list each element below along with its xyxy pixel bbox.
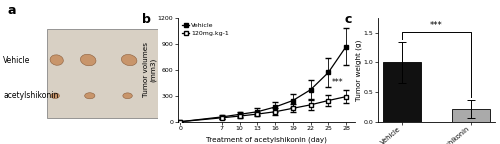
- Ellipse shape: [51, 93, 60, 98]
- Ellipse shape: [123, 93, 132, 99]
- Ellipse shape: [122, 54, 137, 66]
- Text: ***: ***: [332, 78, 343, 87]
- Text: b: b: [142, 13, 151, 26]
- Bar: [47, 29, 158, 118]
- Ellipse shape: [50, 55, 64, 65]
- Text: c: c: [344, 13, 352, 26]
- Text: a: a: [8, 4, 16, 17]
- Text: Vehicle: Vehicle: [3, 56, 30, 65]
- Text: ***: ***: [430, 21, 442, 30]
- Ellipse shape: [80, 54, 96, 66]
- Y-axis label: Tumor volumes
(mm3): Tumor volumes (mm3): [143, 42, 156, 97]
- Ellipse shape: [84, 93, 95, 99]
- X-axis label: Treatment of acetylshikonin (day): Treatment of acetylshikonin (day): [206, 136, 326, 143]
- Legend: Vehicle, 120mg.kg-1: Vehicle, 120mg.kg-1: [180, 21, 230, 37]
- Bar: [452, 109, 490, 122]
- Text: acetylshikonin: acetylshikonin: [3, 91, 58, 100]
- Y-axis label: Tumor weight (g): Tumor weight (g): [356, 39, 362, 101]
- Bar: [383, 62, 420, 122]
